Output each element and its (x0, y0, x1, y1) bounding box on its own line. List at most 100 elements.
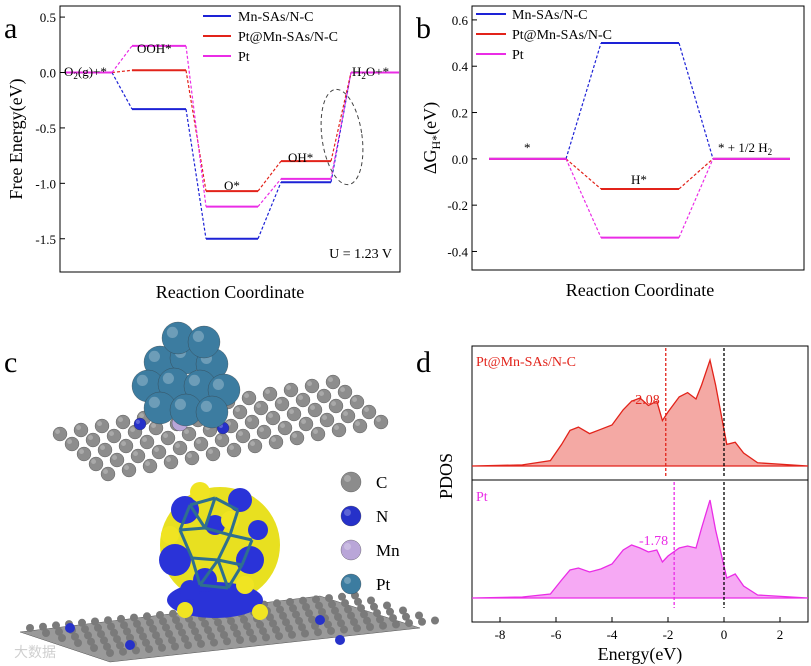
sheet-atom (162, 623, 170, 632)
panel-c-structure-model: c CN Mn Pt 大数据 (4, 321, 439, 663)
panel-a-potential-annotation: U = 1.23 V (329, 247, 392, 262)
d-xtick-label: 2 (777, 627, 784, 642)
charge-depletion-lobe (180, 580, 200, 600)
pt-pt-bond (229, 533, 253, 542)
sheet-atom (288, 630, 296, 639)
sheet-atom (184, 641, 192, 650)
sheet-atom (26, 624, 34, 632)
carbon-atom (160, 430, 176, 446)
panel-b-hydrogen-adsorption-chart: b ΔGH*(eV) Reaction Coordinate 0.6 0.4 0.2… (416, 5, 805, 300)
sheet-atom (165, 629, 173, 638)
legend-atom-label: Mn (376, 541, 400, 560)
carbon-atom-highlight (163, 433, 168, 438)
carbon-atom-highlight (91, 459, 97, 464)
sheet-atom (130, 613, 138, 622)
platinum-atom-highlight (148, 396, 160, 408)
a-connector (257, 160, 282, 192)
carbon-atom (151, 444, 167, 460)
step-label-o: O* (224, 178, 240, 193)
pt-pt-bond (178, 504, 192, 531)
sheet-atom (52, 621, 60, 630)
platinum-atom-highlight (162, 372, 174, 384)
carbon-atom-highlight (352, 397, 357, 402)
carbon-atom (340, 408, 356, 424)
d-xtick-label: -8 (495, 627, 506, 642)
step-label-half-h2: * + 1/2 H2 (718, 140, 772, 157)
sheet-atom (94, 623, 102, 632)
panel-d-xlabel: Energy(eV) (598, 644, 683, 665)
sheet-atom (299, 596, 307, 605)
carbon-atom-highlight (271, 437, 276, 442)
sheet-atom (236, 636, 244, 644)
b-legend-label: Mn-SAs/N-C (512, 8, 587, 23)
legend-atom-C (340, 471, 362, 493)
carbon-atom-highlight (229, 445, 234, 450)
panel-a-legend: Mn-SAs/N-C Pt@Mn-SAs/N-C Pt (203, 10, 338, 65)
carbon-atom-highlight (238, 431, 243, 436)
charge-depletion-lobe (236, 546, 264, 574)
sheet-atom (139, 632, 147, 641)
sheet-atom (230, 623, 238, 632)
a-legend-label: Mn-SAs/N-C (238, 10, 313, 25)
sheet-atom (152, 631, 160, 640)
sheet-atom (159, 617, 167, 626)
sheet-atom (233, 629, 241, 638)
platinum-atom-highlight (212, 378, 224, 390)
a-connector (330, 72, 352, 180)
d-series-Pt@Mn-SAs/N-C: Pt@Mn-SAs/N-C -2.08 (471, 348, 809, 476)
carbon-atom-highlight (166, 457, 171, 462)
d-series-Pt: Pt -1.78 (471, 482, 809, 608)
watermark: 大数据 (14, 645, 56, 661)
carbon-atom-highlight (259, 427, 264, 432)
sheet-atom (191, 627, 199, 636)
charge-density-difference-model (19, 482, 439, 663)
platinum-atom-highlight (192, 330, 204, 342)
charge-accumulation-lobe (252, 604, 268, 620)
sheet-atom (42, 629, 50, 637)
step-label-star: * (524, 140, 531, 155)
sheet-atom (100, 636, 108, 645)
panel-b-yticks: 0.6 0.4 0.2 0.0 -0.2 -0.4 (447, 13, 477, 259)
pt-pt-bond (178, 529, 194, 559)
sheet-atom (87, 637, 95, 646)
carbon-atom-highlight (307, 381, 312, 386)
carbon-atom-highlight (208, 449, 213, 454)
a-connector (185, 108, 207, 239)
sheet-atom (363, 616, 371, 625)
a-connector (185, 45, 207, 207)
sheet-atom (266, 613, 274, 622)
pt-pt-bond (204, 526, 231, 537)
sheet-atom (275, 632, 283, 641)
sheet-atom (120, 621, 128, 630)
platinum-atom-highlight (136, 374, 148, 386)
carbon-atom (349, 394, 365, 410)
sheet-atom (188, 621, 196, 629)
carbon-atom-highlight (292, 433, 297, 438)
sheet-atom (126, 633, 134, 642)
nitrogen-atom (133, 417, 147, 431)
sheet-atom (210, 638, 218, 647)
sheet-atom (431, 616, 439, 625)
panel-b-axes-frame (471, 5, 805, 271)
panel-a-ylabel: Free Energy(eV) (6, 78, 27, 199)
d-xtick-label: -6 (551, 627, 562, 642)
step-label-oh: OH* (288, 150, 313, 165)
sheet-atom (107, 622, 115, 631)
step-label-ooh: OOH* (137, 41, 172, 56)
charge-depletion-lobe (228, 488, 252, 512)
sheet-atom (156, 611, 164, 619)
sheet-atom (201, 619, 209, 628)
a-ytick-label: -1.5 (35, 232, 56, 247)
sheet-atom (119, 647, 127, 656)
carbon-atom-highlight (340, 387, 345, 392)
sheet-atom (243, 622, 251, 631)
carbon-atom-highlight (55, 429, 60, 434)
sheet-atom (136, 626, 144, 635)
sheet-atom (301, 629, 309, 638)
d-series-name: Pt (476, 490, 488, 505)
carbon-atom (172, 440, 188, 456)
carbon-atom (214, 432, 230, 448)
panel-label-c: c (4, 346, 17, 379)
sheet-atom (145, 645, 153, 654)
sheet-atom (340, 625, 348, 634)
